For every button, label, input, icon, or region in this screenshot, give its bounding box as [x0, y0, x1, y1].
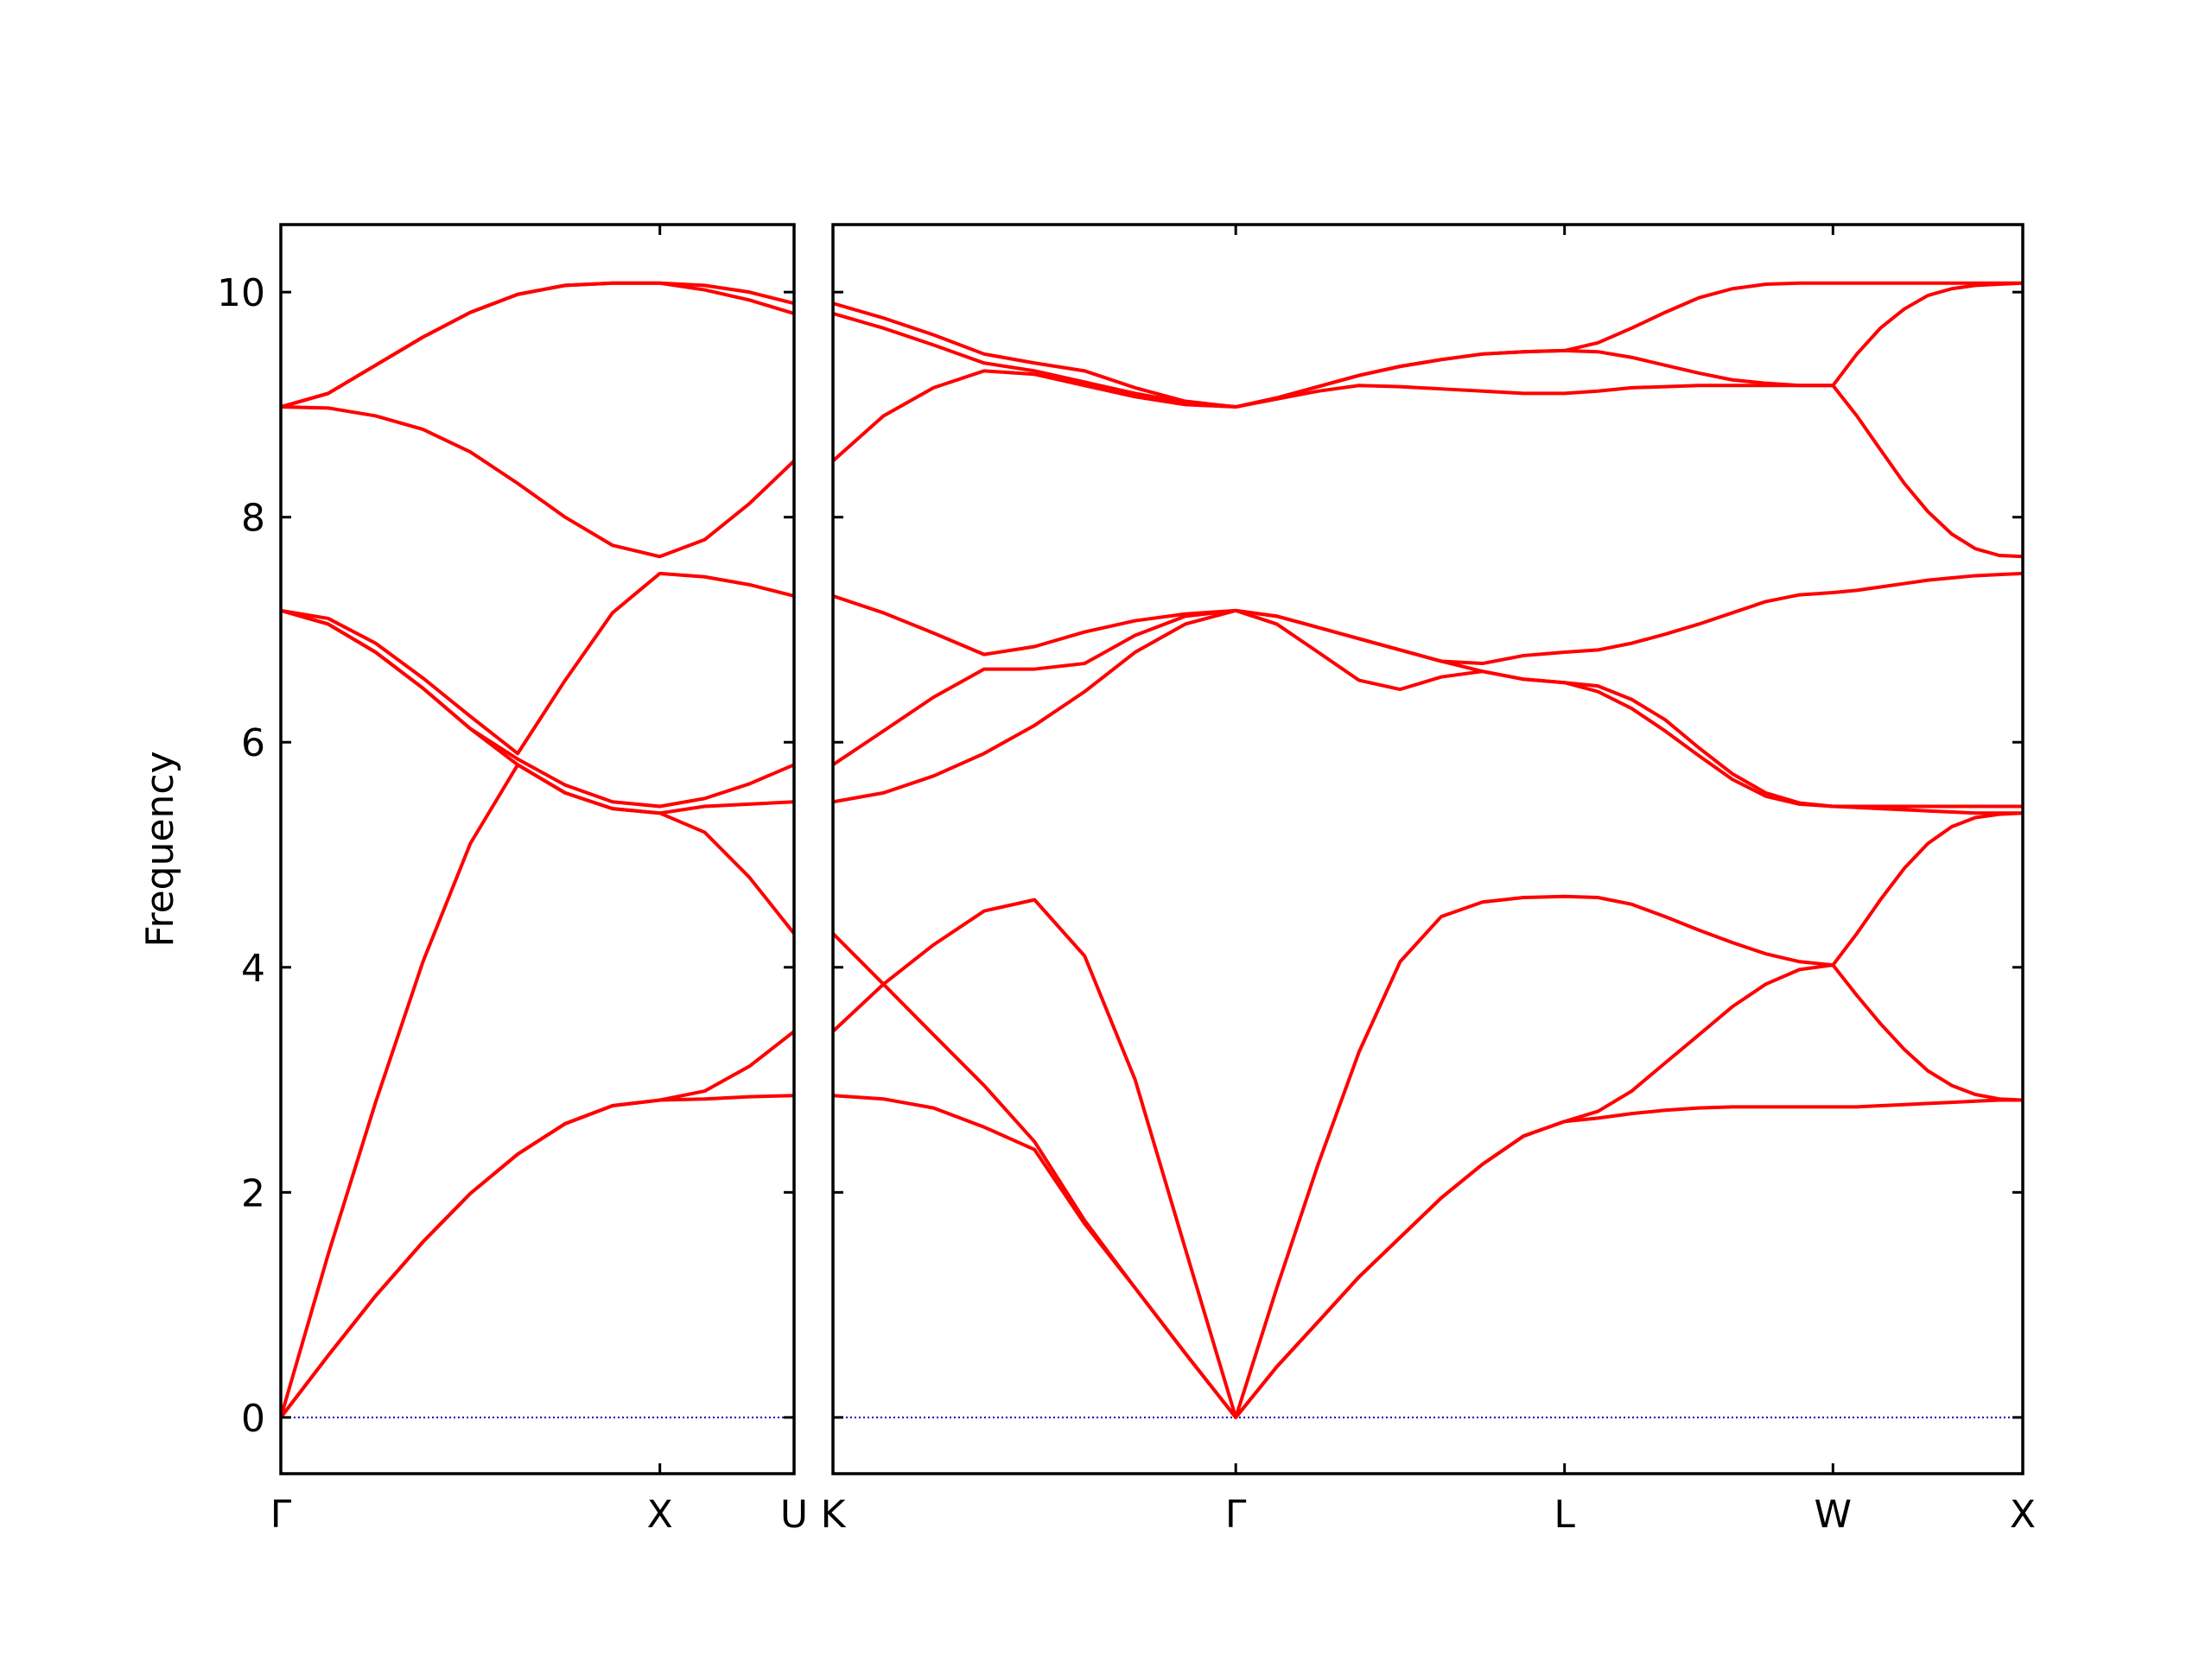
- band-line: [833, 281, 2023, 409]
- x-tick-label: U: [780, 1493, 808, 1537]
- x-tick-label: Γ: [1225, 1493, 1247, 1537]
- x-tick-label: L: [1554, 1493, 1575, 1537]
- y-tick-label: 0: [241, 1397, 265, 1441]
- plot-frame: [831, 223, 2024, 1475]
- y-tick-label: 10: [217, 271, 265, 315]
- y-tick-label: 6: [241, 721, 265, 765]
- band-line: [833, 963, 2023, 1419]
- band-line: [833, 571, 2023, 666]
- band-line: [833, 369, 2023, 559]
- band-line: [833, 608, 2023, 809]
- x-tick-label: K: [821, 1493, 847, 1537]
- y-axis-label: Frequency: [138, 751, 182, 947]
- x-tick-label: X: [647, 1493, 673, 1537]
- band-line: [281, 1094, 794, 1419]
- band-line: [281, 281, 794, 409]
- band-line: [281, 281, 794, 409]
- x-tick-label: W: [1815, 1493, 1853, 1537]
- y-tick-label: 8: [241, 497, 265, 541]
- x-tick-label: X: [2010, 1493, 2036, 1537]
- band-line: [281, 405, 794, 559]
- x-tick-label: Γ: [270, 1493, 292, 1537]
- band-line: [833, 608, 2023, 815]
- y-tick-label: 2: [241, 1171, 265, 1215]
- band-line: [281, 1030, 794, 1419]
- band-line: [281, 571, 794, 756]
- band-line: [281, 608, 794, 809]
- y-tick-label: 4: [241, 947, 265, 991]
- plot-frame: [279, 223, 796, 1475]
- band-line: [833, 1094, 2023, 1419]
- band-line: [833, 811, 2023, 1419]
